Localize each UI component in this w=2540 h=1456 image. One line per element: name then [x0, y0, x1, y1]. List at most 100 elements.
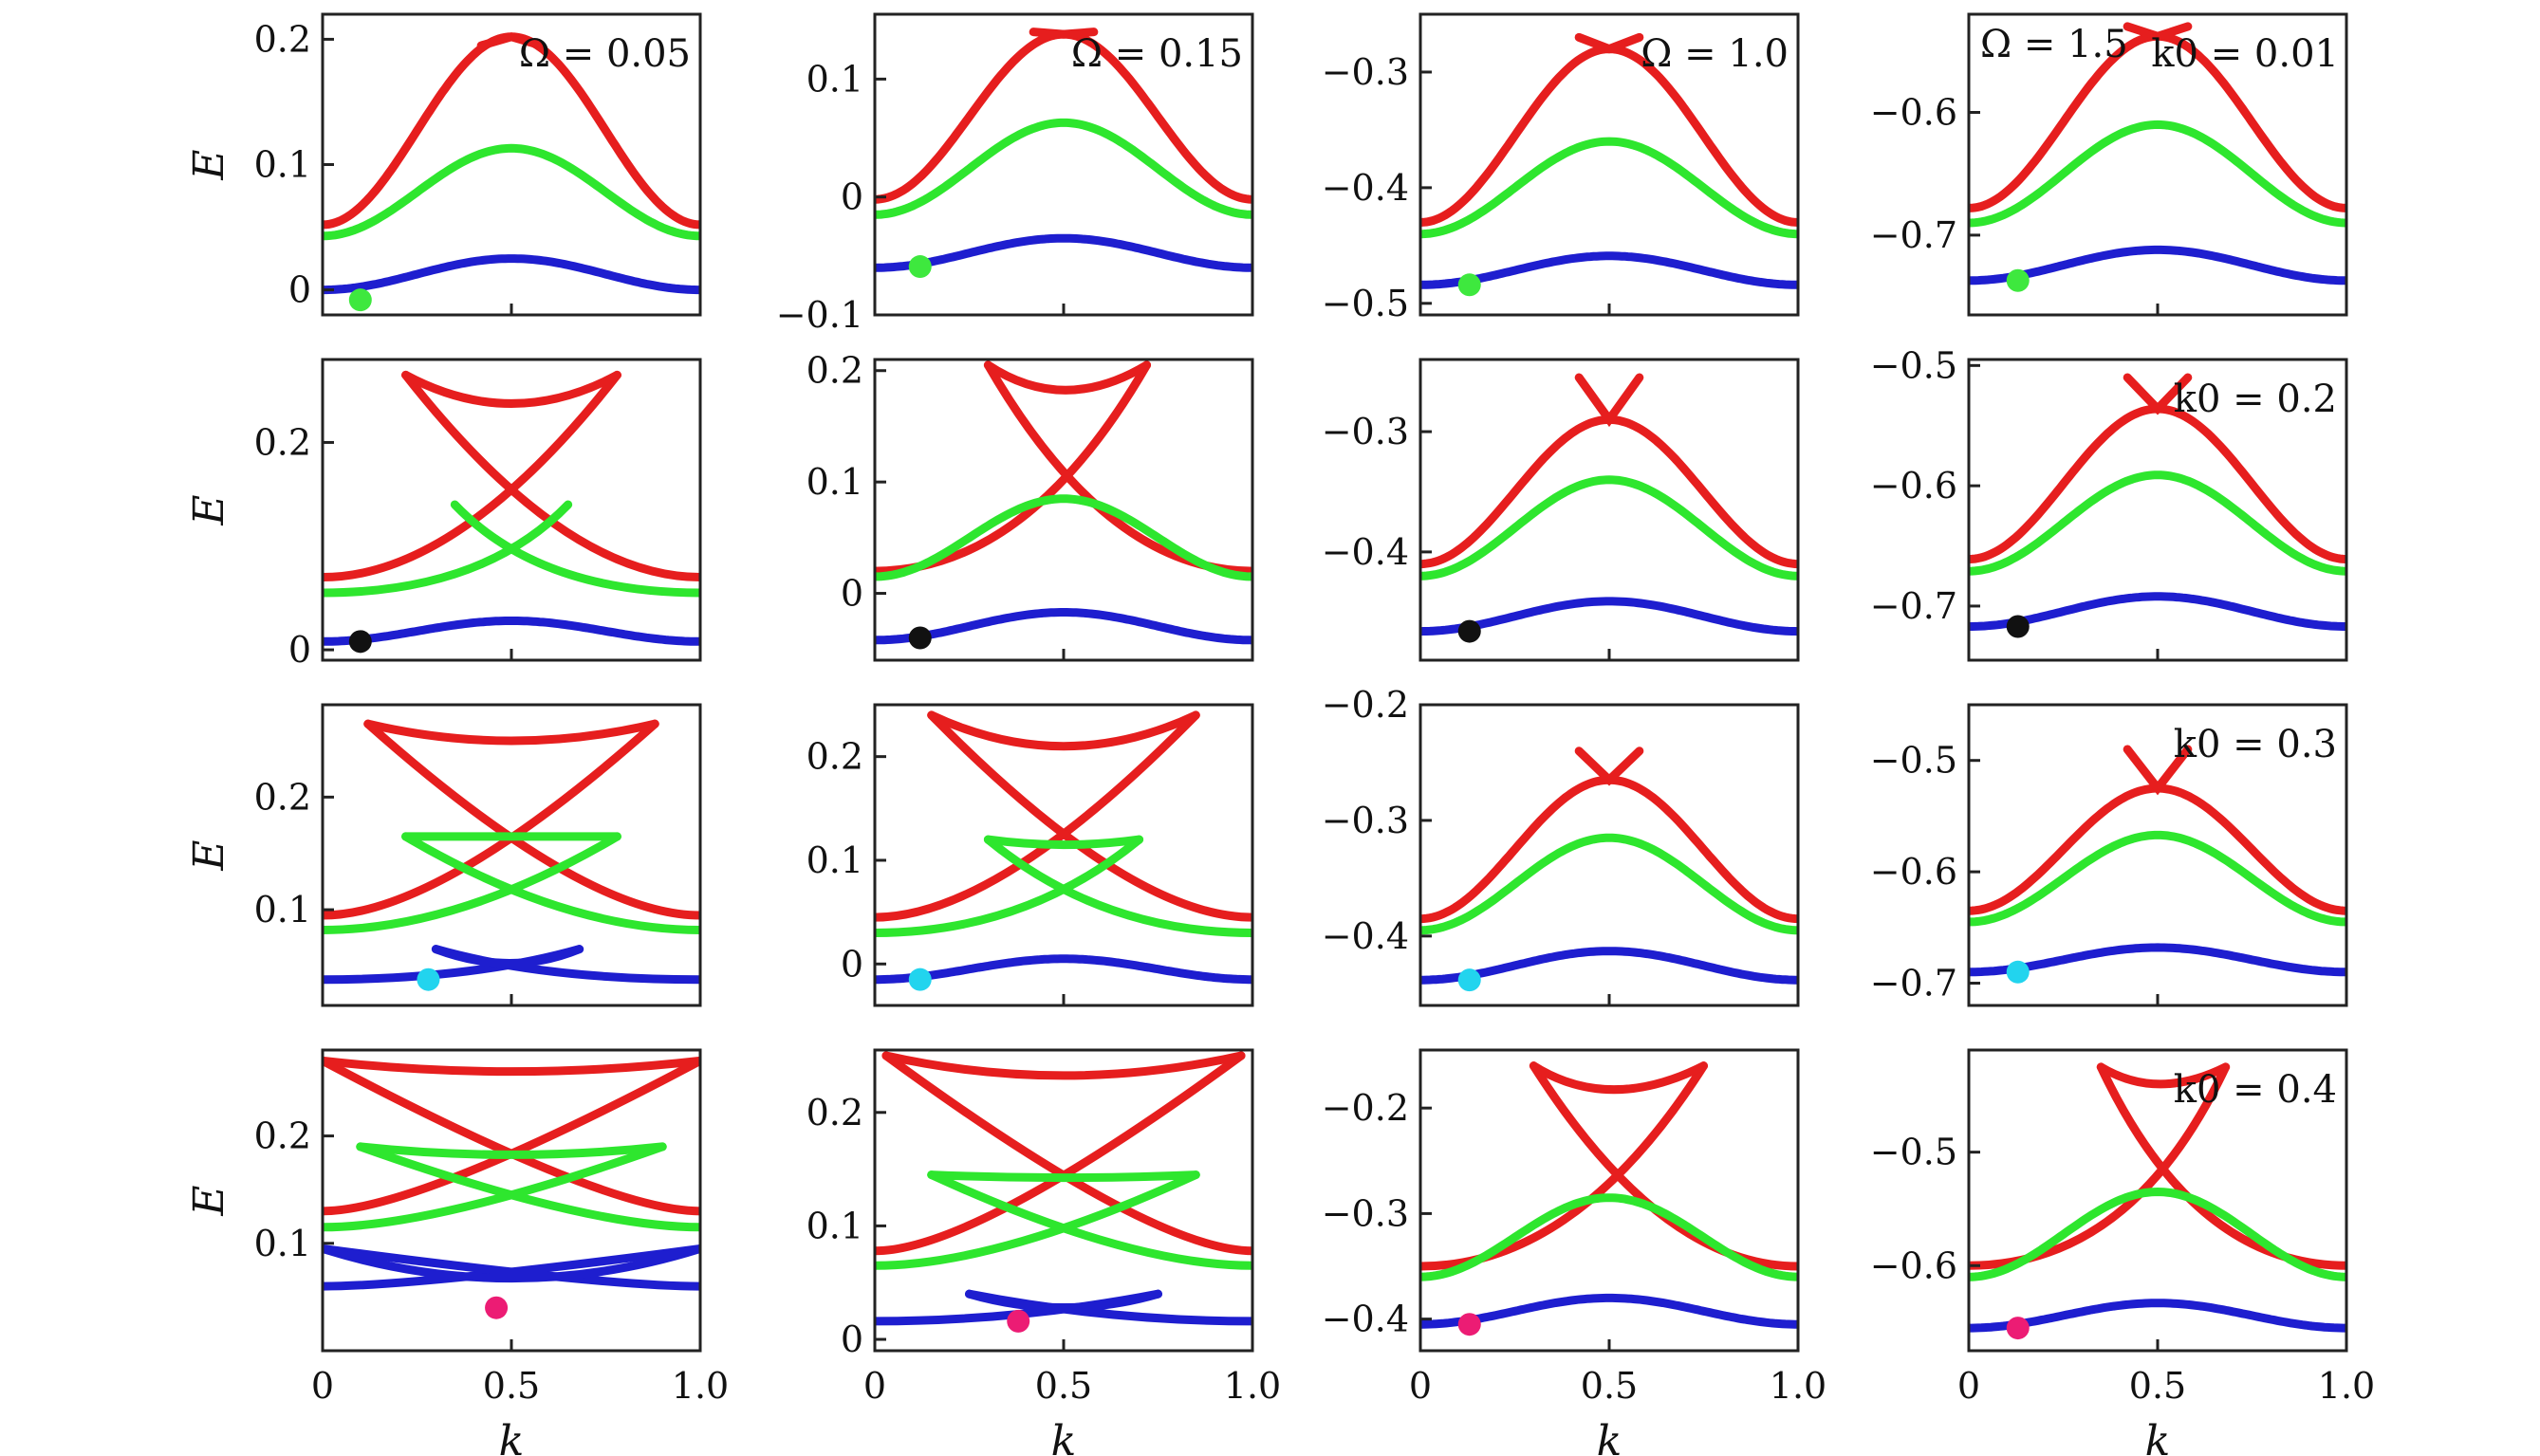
ground-state-marker [1457, 968, 1481, 992]
middle-band-left-arc [323, 832, 621, 934]
upper-band-right-arc [881, 1051, 1252, 1256]
y-tick-label: −0.2 [1322, 684, 1409, 726]
y-tick-label: 0 [841, 176, 863, 218]
plot-area [1420, 32, 1798, 297]
panel-annotation: k0 = 0.2 [2174, 378, 2337, 421]
y-tick-label: 0.1 [806, 58, 863, 100]
upper-band-right-arc [401, 370, 700, 582]
y-tick-label: 0 [841, 573, 863, 615]
y-tick-label: −0.7 [1870, 214, 1957, 256]
lower-band-top-arc [323, 1244, 700, 1283]
y-tick-label: −0.6 [1870, 1244, 1957, 1286]
upper-band [1969, 404, 2346, 563]
middle-band-right-arc [356, 1142, 700, 1232]
y-tick-label: 0.1 [806, 1205, 863, 1246]
lower-band [875, 954, 1252, 985]
y-axis-label: E [185, 149, 233, 180]
y-tick-label: 0.1 [254, 144, 311, 186]
upper-band-right-arc [323, 1056, 700, 1216]
y-tick-label: −0.2 [1322, 1087, 1409, 1129]
middle-band [1969, 830, 2346, 927]
y-tick-label: −0.4 [1322, 531, 1409, 573]
ground-state-marker [2006, 1317, 2030, 1340]
lower-band [1969, 1299, 2346, 1333]
upper-band-top-arc [927, 710, 1200, 751]
plot-area [1420, 746, 1798, 992]
panel-2-0: 0.1 0.2 E [185, 703, 702, 1007]
upper-band-left-arc [323, 1056, 700, 1216]
plot-area [1420, 373, 1798, 643]
panel-annotation: Ω = 1.0 [1641, 32, 1789, 76]
plot-area [323, 370, 700, 654]
panel-1-1: 0 0.1 0.2 [806, 350, 1254, 662]
lower-band-top-arc [431, 945, 584, 968]
middle-band [1969, 1187, 2346, 1281]
upper-band [1969, 783, 2346, 915]
middle-band [1969, 470, 2346, 576]
panel-1-2: −0.4 −0.3 [1322, 358, 1800, 662]
ground-state-marker [1457, 619, 1481, 643]
middle-band-left-arc [323, 1142, 667, 1232]
ground-state-marker [417, 968, 440, 991]
plot-area [875, 28, 1252, 279]
y-tick-label: 0.2 [254, 421, 311, 463]
y-tick-label: 0.2 [806, 736, 863, 778]
middle-band-right-arc [983, 835, 1252, 937]
middle-band [323, 143, 700, 241]
ground-state-marker [908, 255, 932, 279]
lower-band [1969, 245, 2346, 286]
x-axis-label: k [1051, 1417, 1077, 1456]
x-tick-label: 0 [311, 1365, 334, 1407]
panel-annotation: k0 = 0.4 [2174, 1068, 2337, 1112]
y-tick-label: −0.5 [1870, 740, 1957, 782]
plot-area [875, 360, 1252, 650]
y-tick-label: −0.7 [1870, 963, 1957, 1004]
plot-area [1969, 1062, 2346, 1340]
lower-band [1969, 943, 2346, 977]
panel-3-3: −0.6 −0.5 0 0.5 1.0 k k0 = 0.4 [1870, 1048, 2375, 1456]
panel-2-2: −0.4 −0.3 −0.2 [1322, 684, 1800, 1007]
panel-3-2: −0.4 −0.3 −0.2 0 0.5 1.0 k [1322, 1048, 1826, 1456]
ground-state-marker [2006, 268, 2030, 292]
panel-frame [1418, 703, 1800, 1007]
panel-annotation: k0 = 0.3 [2174, 723, 2337, 766]
plot-area [875, 710, 1252, 991]
upper-band-cusp [2123, 22, 2193, 42]
omega-annotation: Ω = 1.5 [1980, 23, 2128, 66]
y-tick-label: −0.5 [1870, 1132, 1957, 1173]
lower-band [875, 608, 1252, 645]
y-tick-label: −0.3 [1322, 51, 1409, 93]
upper-band-right-arc [983, 360, 1252, 576]
upper-band-cusp [1574, 373, 1644, 428]
plot-area [323, 719, 700, 991]
middle-band [875, 494, 1252, 581]
upper-band-top-arc [881, 1051, 1246, 1080]
ground-state-marker [1007, 1309, 1030, 1333]
ground-state-marker [2006, 615, 2030, 638]
upper-band-cusp [1574, 746, 1644, 786]
plot-area [1969, 745, 2346, 984]
lower-band [875, 233, 1252, 272]
upper-band-right-arc [2096, 1062, 2346, 1270]
middle-band [1420, 1193, 1798, 1281]
y-tick-label: 0 [841, 943, 863, 985]
plot-area [875, 1051, 1252, 1333]
y-tick-label: 0.1 [254, 1223, 311, 1264]
plot-area [1420, 1061, 1798, 1336]
ground-state-marker [348, 288, 372, 312]
upper-band-top-arc [2096, 1062, 2231, 1089]
y-tick-label: 0.1 [254, 889, 311, 931]
upper-band-cusp [1574, 32, 1644, 54]
y-tick-label: 0.2 [254, 1115, 311, 1157]
lower-band [323, 617, 700, 646]
x-tick-label: 1.0 [672, 1365, 729, 1407]
upper-band-top-arc [323, 1056, 700, 1077]
y-tick-label: −0.5 [1870, 344, 1957, 386]
x-tick-label: 0 [1957, 1365, 1980, 1407]
middle-band [1420, 475, 1798, 581]
ground-state-marker [908, 626, 932, 650]
middle-band-left-arc [875, 835, 1144, 937]
middle-band-right-arc [401, 832, 700, 934]
upper-band-cusp [476, 32, 547, 50]
ground-state-marker [1457, 273, 1481, 297]
